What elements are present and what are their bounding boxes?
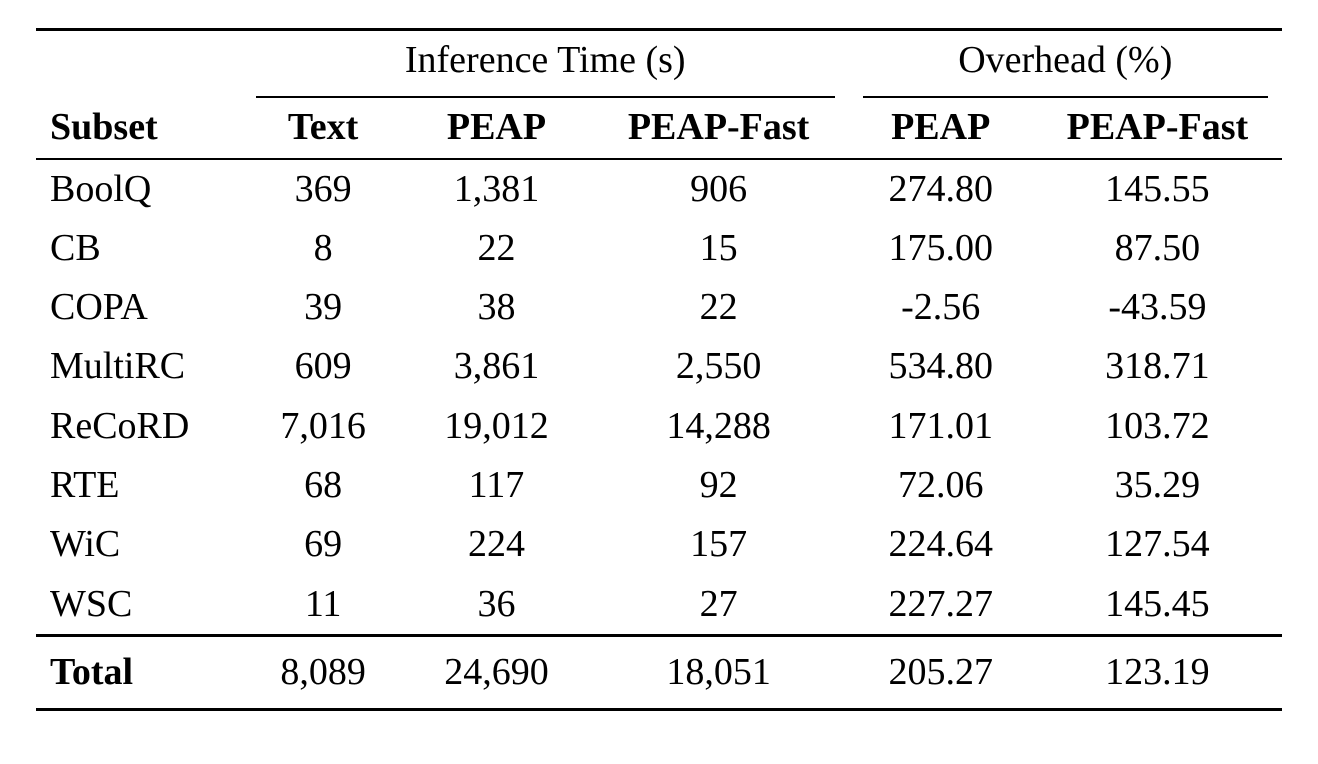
- cell-peap-fast: 27: [589, 575, 849, 636]
- table-row: MultiRC6093,8612,550534.80318.71: [36, 337, 1282, 396]
- results-table: Inference Time (s) Overhead (%) Subset T…: [36, 28, 1282, 711]
- cmid-row: [36, 90, 1282, 98]
- total-label: Total: [36, 635, 242, 709]
- cell-ov-peap: -2.56: [849, 278, 1033, 337]
- table-row: WiC69224157224.64127.54: [36, 515, 1282, 574]
- table-row: COPA393822-2.56-43.59: [36, 278, 1282, 337]
- cell-text: 7,016: [242, 397, 405, 456]
- cell-subset: ReCoRD: [36, 397, 242, 456]
- cell-peap: 38: [404, 278, 588, 337]
- cell-peap: 224: [404, 515, 588, 574]
- col-header-ov-peap: PEAP: [849, 98, 1033, 158]
- cell-subset: CB: [36, 219, 242, 278]
- table-row: ReCoRD7,01619,01214,288171.01103.72: [36, 397, 1282, 456]
- col-header-ov-peap-fast: PEAP-Fast: [1033, 98, 1282, 158]
- cell-ov-peap-fast: -43.59: [1033, 278, 1282, 337]
- col-header-subset: Subset: [36, 98, 242, 158]
- cell-peap-fast: 157: [589, 515, 849, 574]
- cell-subset: WSC: [36, 575, 242, 636]
- total-peap-fast: 18,051: [589, 635, 849, 709]
- cell-peap-fast: 906: [589, 159, 849, 219]
- col-header-peap: PEAP: [404, 98, 588, 158]
- cell-text: 68: [242, 456, 405, 515]
- total-ov-peap: 205.27: [849, 635, 1033, 709]
- cell-peap: 117: [404, 456, 588, 515]
- cell-ov-peap: 224.64: [849, 515, 1033, 574]
- cell-peap: 36: [404, 575, 588, 636]
- cell-peap-fast: 22: [589, 278, 849, 337]
- col-header-peap-fast: PEAP-Fast: [589, 98, 849, 158]
- group-header-inference-label: Inference Time (s): [405, 39, 686, 81]
- table-row: WSC113627227.27145.45: [36, 575, 1282, 636]
- group-header-overhead-label: Overhead (%): [958, 39, 1172, 81]
- cell-ov-peap: 227.27: [849, 575, 1033, 636]
- cell-ov-peap-fast: 318.71: [1033, 337, 1282, 396]
- cell-peap-fast: 2,550: [589, 337, 849, 396]
- group-header-inference: Inference Time (s): [242, 30, 849, 91]
- cell-text: 69: [242, 515, 405, 574]
- cell-peap-fast: 92: [589, 456, 849, 515]
- column-header-row: Subset Text PEAP PEAP-Fast PEAP PEAP-Fas…: [36, 98, 1282, 158]
- cell-subset: BoolQ: [36, 159, 242, 219]
- cell-text: 11: [242, 575, 405, 636]
- group-header-row: Inference Time (s) Overhead (%): [36, 30, 1282, 91]
- cell-ov-peap-fast: 87.50: [1033, 219, 1282, 278]
- cell-ov-peap: 171.01: [849, 397, 1033, 456]
- cell-subset: WiC: [36, 515, 242, 574]
- cell-ov-peap-fast: 145.55: [1033, 159, 1282, 219]
- cell-peap-fast: 15: [589, 219, 849, 278]
- cell-subset: COPA: [36, 278, 242, 337]
- table-container: Inference Time (s) Overhead (%) Subset T…: [0, 0, 1318, 739]
- cell-peap: 19,012: [404, 397, 588, 456]
- cell-peap: 22: [404, 219, 588, 278]
- total-row: Total 8,089 24,690 18,051 205.27 123.19: [36, 635, 1282, 709]
- total-peap: 24,690: [404, 635, 588, 709]
- cell-text: 39: [242, 278, 405, 337]
- blank-header: [36, 30, 242, 91]
- cell-text: 8: [242, 219, 405, 278]
- cell-ov-peap: 72.06: [849, 456, 1033, 515]
- cell-ov-peap: 534.80: [849, 337, 1033, 396]
- cell-text: 369: [242, 159, 405, 219]
- cell-subset: MultiRC: [36, 337, 242, 396]
- cell-text: 609: [242, 337, 405, 396]
- cell-peap-fast: 14,288: [589, 397, 849, 456]
- group-header-overhead: Overhead (%): [849, 30, 1282, 91]
- cell-peap: 1,381: [404, 159, 588, 219]
- table-body: BoolQ3691,381906274.80145.55CB82215175.0…: [36, 159, 1282, 636]
- total-text: 8,089: [242, 635, 405, 709]
- cell-subset: RTE: [36, 456, 242, 515]
- cell-ov-peap: 274.80: [849, 159, 1033, 219]
- col-header-text: Text: [242, 98, 405, 158]
- table-row: BoolQ3691,381906274.80145.55: [36, 159, 1282, 219]
- cell-ov-peap-fast: 103.72: [1033, 397, 1282, 456]
- cell-ov-peap-fast: 145.45: [1033, 575, 1282, 636]
- total-ov-peap-fast: 123.19: [1033, 635, 1282, 709]
- cell-peap: 3,861: [404, 337, 588, 396]
- table-row: RTE681179272.0635.29: [36, 456, 1282, 515]
- cell-ov-peap-fast: 127.54: [1033, 515, 1282, 574]
- cell-ov-peap-fast: 35.29: [1033, 456, 1282, 515]
- table-row: CB82215175.0087.50: [36, 219, 1282, 278]
- cell-ov-peap: 175.00: [849, 219, 1033, 278]
